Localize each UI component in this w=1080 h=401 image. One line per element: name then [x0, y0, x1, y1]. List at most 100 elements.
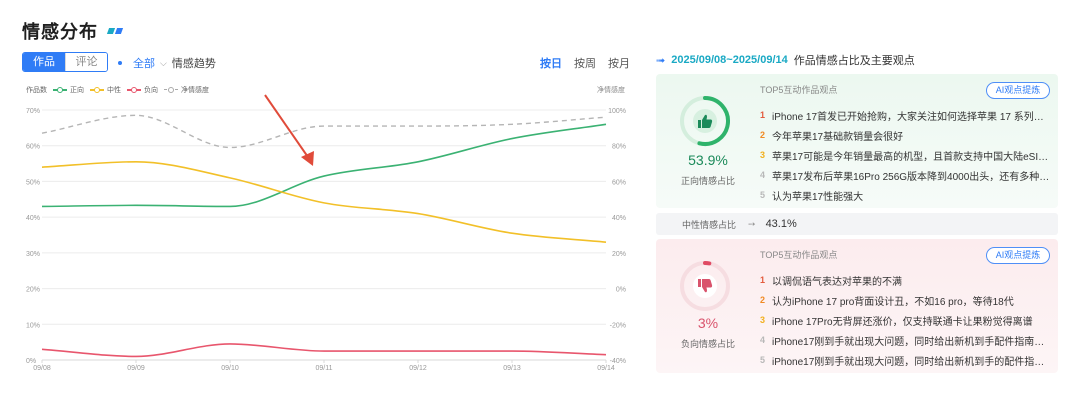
list-item[interactable]: 4 苹果17发布后苹果16Pro 256G版本降到4000出头，还有多种补...: [760, 165, 1052, 185]
y-tick-label-right: 80%: [612, 144, 626, 151]
y-tick-label-left: 70%: [26, 108, 40, 115]
tab-works[interactable]: 作品: [23, 53, 65, 71]
y-tick-label-left: 10%: [26, 322, 40, 329]
list-item[interactable]: 3 iPhone 17Pro无背屏还涨价，仅支持联通卡让果粉觉得离谱: [760, 310, 1052, 330]
list-item[interactable]: 4 iPhone17刚到手就出现大问题，同时给出新机到手配件指南并对i...: [760, 330, 1052, 350]
rank-badge: 1: [760, 110, 766, 120]
scope-select[interactable]: 全部: [133, 58, 155, 70]
rank-badge: 3: [760, 150, 766, 160]
positive-gauge: [680, 96, 730, 146]
x-tick-label: 09/08: [33, 365, 51, 372]
rank-badge: 2: [760, 295, 766, 305]
view-text: 认为苹果17性能强大: [772, 191, 864, 203]
arrow-right-icon: ➙: [748, 218, 756, 229]
negative-views-list: 1 以调侃语气表达对苹果的不满 2 认为iPhone 17 pro背面设计丑，不如1…: [760, 270, 1052, 370]
y-tick-label-right: 20%: [612, 251, 626, 258]
list-item[interactable]: 1 iPhone 17首发已开始抢购，大家关注如何选择苹果 17 系列及 iP..…: [760, 105, 1052, 125]
negative-ai-extract-button[interactable]: AI观点提炼: [986, 247, 1050, 264]
rank-badge: 5: [760, 355, 766, 365]
y-tick-label-left: 20%: [26, 287, 40, 294]
summary-heading-text: 作品情感占比及主要观点: [793, 55, 915, 67]
legend-marker-icon: [90, 86, 104, 94]
legend-item-positive[interactable]: 正向: [53, 85, 84, 95]
x-tick-label: 09/12: [409, 365, 427, 372]
filter-dot-icon: [118, 61, 122, 65]
series-line-净情感度: [41, 114, 607, 149]
period-toggle: 按日 按周 按月: [540, 55, 630, 71]
right-axis-title: 净情感度: [597, 87, 625, 94]
view-text: iPhone 17首发已开始抢购，大家关注如何选择苹果 17 系列及 iP...: [772, 111, 1052, 123]
series-line-中性: [41, 160, 607, 243]
y-tick-label-right: 0%: [616, 287, 626, 294]
y-tick-label-left: 30%: [26, 251, 40, 258]
left-axis-ticks: 0% 10% 20% 30% 40% 50% 60% 70%: [26, 108, 40, 365]
positive-gauge-arc: [697, 96, 730, 146]
sentiment-line-chart: 0% 10% 20% 30% 40% 50% 60% 70% -40% -20% 0% 20% 40%…: [26, 94, 626, 372]
x-axis-ticks: 09/08 09/09 09/10 09/11 09/12 09/13 09/14: [33, 365, 615, 372]
legend-label: 中性: [107, 87, 121, 94]
positive-views-list: 1 iPhone 17首发已开始抢购，大家关注如何选择苹果 17 系列及 iP..…: [760, 105, 1052, 205]
thumbs-down-icon: [698, 279, 713, 293]
neutral-sentiment-row: 中性情感占比 ➙ 43.1%: [656, 213, 1058, 235]
legend-item-neutral[interactable]: 中性: [90, 85, 121, 95]
legend-item-negative[interactable]: 负向: [127, 85, 158, 95]
negative-top5-title: TOP5互动作品观点: [760, 250, 838, 260]
rank-badge: 4: [760, 170, 766, 180]
chart-grid: [41, 109, 607, 363]
x-tick-label: 09/10: [221, 365, 239, 372]
rank-badge: 1: [760, 275, 766, 285]
y-tick-label-left: 0%: [26, 358, 36, 365]
period-month[interactable]: 按月: [608, 58, 630, 70]
legend-label: 净情感度: [181, 87, 209, 94]
view-text: iPhone17刚到手就出现大问题，同时给出新机到手的配件指南及i...: [772, 356, 1052, 368]
positive-ai-extract-button[interactable]: AI观点提炼: [986, 82, 1050, 99]
ai-button-label: AI观点提炼: [995, 85, 1041, 95]
list-item[interactable]: 3 苹果17可能是今年销量最高的机型，且首款支持中国大陆eSIM的...: [760, 145, 1052, 165]
chart-series: [41, 114, 607, 358]
list-item[interactable]: 5 认为苹果17性能强大: [760, 185, 1052, 205]
y-tick-label-right: 100%: [608, 108, 626, 115]
rank-badge: 2: [760, 130, 766, 140]
positive-top5-title: TOP5互动作品观点: [760, 85, 838, 95]
negative-percent: 3%: [697, 315, 719, 331]
chevron-down-icon[interactable]: ⌵: [160, 57, 167, 68]
right-axis-ticks: -40% -20% 0% 20% 40% 60% 80% 100%: [608, 108, 626, 365]
list-item[interactable]: 2 今年苹果17基础款销量会很好: [760, 125, 1052, 145]
list-item[interactable]: 1 以调侃语气表达对苹果的不满: [760, 270, 1052, 290]
list-item[interactable]: 5 iPhone17刚到手就出现大问题，同时给出新机到手的配件指南及i...: [760, 350, 1052, 370]
view-text: 苹果17发布后苹果16Pro 256G版本降到4000出头，还有多种补...: [772, 171, 1052, 183]
x-tick-label: 09/14: [597, 365, 615, 372]
y-tick-label-right: 40%: [612, 215, 626, 222]
rank-badge: 5: [760, 190, 766, 200]
list-item[interactable]: 2 认为iPhone 17 pro背面设计丑，不如16 pro，等待18代: [760, 290, 1052, 310]
legend-label: 负向: [144, 87, 158, 94]
y-tick-label-right: -40%: [610, 358, 626, 365]
view-text: 认为iPhone 17 pro背面设计丑，不如16 pro，等待18代: [772, 296, 1014, 308]
arrow-right-icon: ➟: [656, 54, 666, 67]
negative-sentiment-card: 3% 负向情感占比 TOP5互动作品观点 AI观点提炼 1 以调侃语气表达对苹果的…: [656, 239, 1058, 373]
positive-percent-label: 正向情感占比: [680, 176, 735, 186]
positive-sentiment-card: 53.9% 正向情感占比 TOP5互动作品观点 AI观点提炼 1 iPhone 1…: [656, 74, 1058, 208]
neutral-percent: 43.1%: [765, 218, 797, 230]
tab-comments[interactable]: 评论: [65, 53, 107, 71]
period-day[interactable]: 按日: [540, 58, 562, 70]
legend-marker-icon: [164, 86, 178, 94]
annotation-arrow-icon: [264, 94, 314, 166]
negative-percent-label: 负向情感占比: [680, 339, 735, 349]
legend-item-net[interactable]: 净情感度: [164, 85, 209, 95]
legend-marker-icon: [53, 86, 67, 94]
neutral-label: 中性情感占比: [682, 219, 737, 230]
x-tick-label: 09/13: [503, 365, 521, 372]
date-range: 2025/09/08~2025/09/14: [671, 54, 788, 66]
scope-filter: 全部 ⌵ 情感趋势: [118, 55, 216, 71]
left-axis-title: 作品数: [26, 87, 47, 94]
y-tick-label-right: 60%: [612, 179, 626, 186]
thumbs-up-icon: [698, 114, 713, 128]
content-type-tabs: 作品 评论: [22, 52, 108, 72]
period-week[interactable]: 按周: [574, 58, 596, 70]
y-tick-label-right: -20%: [610, 322, 626, 329]
x-tick-label: 09/11: [316, 365, 333, 372]
summary-heading: ➟ 2025/09/08~2025/09/14 作品情感占比及主要观点: [656, 52, 915, 68]
y-tick-label-left: 60%: [26, 144, 40, 151]
ai-button-label: AI观点提炼: [995, 250, 1041, 260]
